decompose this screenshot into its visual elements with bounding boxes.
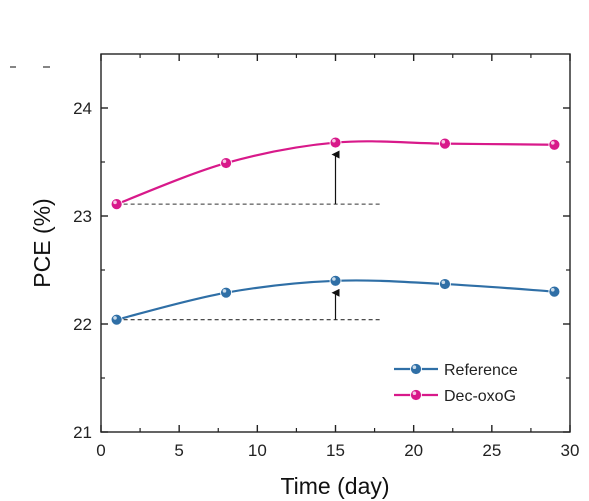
x-tick-label: 30 xyxy=(561,441,580,460)
y-tick-label: 21 xyxy=(73,423,92,442)
legend-label: Reference xyxy=(444,362,518,379)
y-axis-title: PCE (%) xyxy=(29,198,55,287)
data-point-dec-oxog xyxy=(110,198,123,211)
x-axis-title: Time (day) xyxy=(280,473,389,499)
x-tick-label: 10 xyxy=(248,441,267,460)
y-tick-label: 24 xyxy=(73,99,92,118)
legend: Reference Dec-oxoG xyxy=(394,362,518,405)
x-tick-label: 15 xyxy=(326,441,345,460)
data-point-reference xyxy=(329,274,342,287)
x-tick-label: 5 xyxy=(174,441,183,460)
data-point-dec-oxog-highlight xyxy=(113,200,117,205)
legend-swatch-marker xyxy=(410,363,422,375)
data-point-dec-oxog-highlight xyxy=(550,141,555,145)
data-point-dec-oxog-highlight xyxy=(222,159,227,164)
legend-label: Dec-oxoG xyxy=(444,388,516,405)
data-point-reference xyxy=(439,278,451,290)
data-point-dec-oxog-highlight xyxy=(332,138,336,143)
series-dec-oxog xyxy=(110,136,561,211)
y-tick-label: 23 xyxy=(73,207,92,226)
data-point-reference-highlight xyxy=(222,289,227,293)
legend-item-dec-oxog: Dec-oxoG xyxy=(394,388,516,405)
legend-item-reference: Reference xyxy=(394,362,518,379)
legend-swatch-marker-highlight xyxy=(412,365,417,370)
axis-ticks: 0 5 10 15 20 25 30 21 22 23 24 xyxy=(73,54,579,460)
legend-swatch-marker-highlight xyxy=(412,391,417,396)
y-tick-label: 22 xyxy=(73,315,92,334)
data-point-dec-oxog xyxy=(548,138,561,151)
x-tick-label: 0 xyxy=(96,441,105,460)
series-reference xyxy=(110,274,561,326)
x-tick-label: 25 xyxy=(482,441,501,460)
data-point-reference xyxy=(220,286,232,299)
data-point-reference-highlight xyxy=(332,277,336,281)
data-point-reference-highlight xyxy=(441,280,446,285)
data-point-dec-oxog xyxy=(439,137,451,150)
legend-swatch-marker xyxy=(410,389,422,401)
data-point-dec-oxog-highlight xyxy=(441,140,446,144)
data-point-reference-highlight xyxy=(113,316,117,320)
annotations xyxy=(116,150,383,321)
data-point-reference-highlight xyxy=(550,288,555,292)
x-tick-label: 20 xyxy=(404,441,423,460)
data-point-dec-oxog xyxy=(329,136,342,149)
data-point-reference xyxy=(548,285,561,298)
series-layer xyxy=(110,136,561,326)
data-point-reference xyxy=(110,313,123,326)
data-point-dec-oxog xyxy=(220,157,232,169)
